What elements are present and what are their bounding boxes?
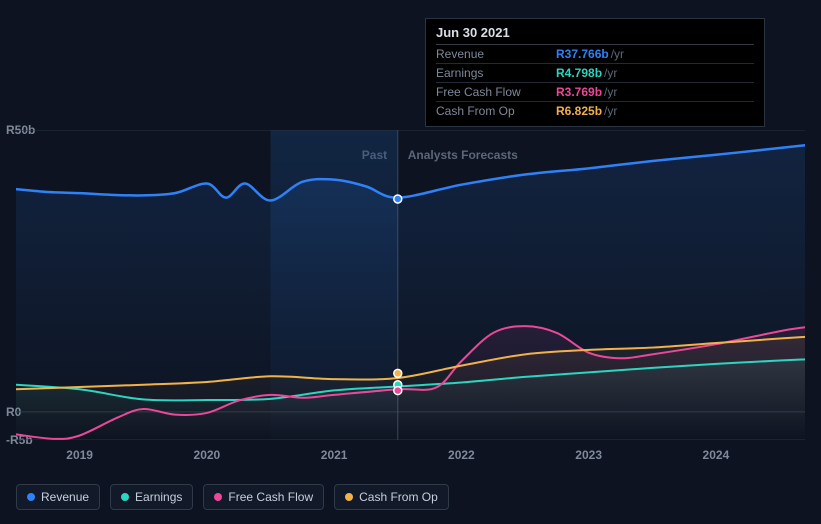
x-axis-ticks: 2019 2020 2021 2022 2023 2024 — [16, 448, 805, 468]
tooltip-metric-value: R3.769b — [556, 85, 602, 99]
tooltip-metric-label: Free Cash Flow — [436, 85, 556, 99]
tooltip-row: Cash From OpR6.825b /yr — [436, 102, 754, 120]
x-tick-label: 2021 — [321, 448, 348, 462]
chart-legend: Revenue Earnings Free Cash Flow Cash From O… — [16, 484, 449, 510]
legend-dot-icon — [345, 493, 353, 501]
x-tick-label: 2022 — [448, 448, 475, 462]
legend-label: Cash From Op — [359, 490, 438, 504]
chart-svg — [16, 130, 805, 440]
legend-label: Free Cash Flow — [228, 490, 313, 504]
legend-item-fcf[interactable]: Free Cash Flow — [203, 484, 324, 510]
tooltip-metric-value: R37.766b — [556, 47, 609, 61]
tooltip-date: Jun 30 2021 — [436, 25, 754, 45]
legend-dot-icon — [121, 493, 129, 501]
chart-tooltip: Jun 30 2021 RevenueR37.766b /yrEarningsR… — [425, 18, 765, 127]
x-tick-label: 2024 — [703, 448, 730, 462]
tooltip-row: EarningsR4.798b /yr — [436, 64, 754, 83]
legend-item-cfo[interactable]: Cash From Op — [334, 484, 449, 510]
legend-label: Revenue — [41, 490, 89, 504]
tooltip-metric-label: Earnings — [436, 66, 556, 80]
tooltip-metric-label: Cash From Op — [436, 104, 556, 118]
tooltip-metric-suffix: /yr — [604, 104, 617, 118]
legend-label: Earnings — [135, 490, 182, 504]
tooltip-metric-value: R6.825b — [556, 104, 602, 118]
legend-dot-icon — [214, 493, 222, 501]
tooltip-metric-suffix: /yr — [611, 47, 624, 61]
x-tick-label: 2019 — [66, 448, 93, 462]
x-tick-label: 2020 — [194, 448, 221, 462]
financials-chart-container: Jun 30 2021 RevenueR37.766b /yrEarningsR… — [0, 0, 821, 524]
tooltip-metric-suffix: /yr — [604, 66, 617, 80]
legend-dot-icon — [27, 493, 35, 501]
tooltip-row: Free Cash FlowR3.769b /yr — [436, 83, 754, 102]
tooltip-metric-label: Revenue — [436, 47, 556, 61]
x-tick-label: 2023 — [575, 448, 602, 462]
tooltip-row: RevenueR37.766b /yr — [436, 45, 754, 64]
legend-item-revenue[interactable]: Revenue — [16, 484, 100, 510]
tooltip-metric-value: R4.798b — [556, 66, 602, 80]
tooltip-metric-suffix: /yr — [604, 85, 617, 99]
chart-plot-area[interactable] — [16, 130, 805, 448]
legend-item-earnings[interactable]: Earnings — [110, 484, 193, 510]
